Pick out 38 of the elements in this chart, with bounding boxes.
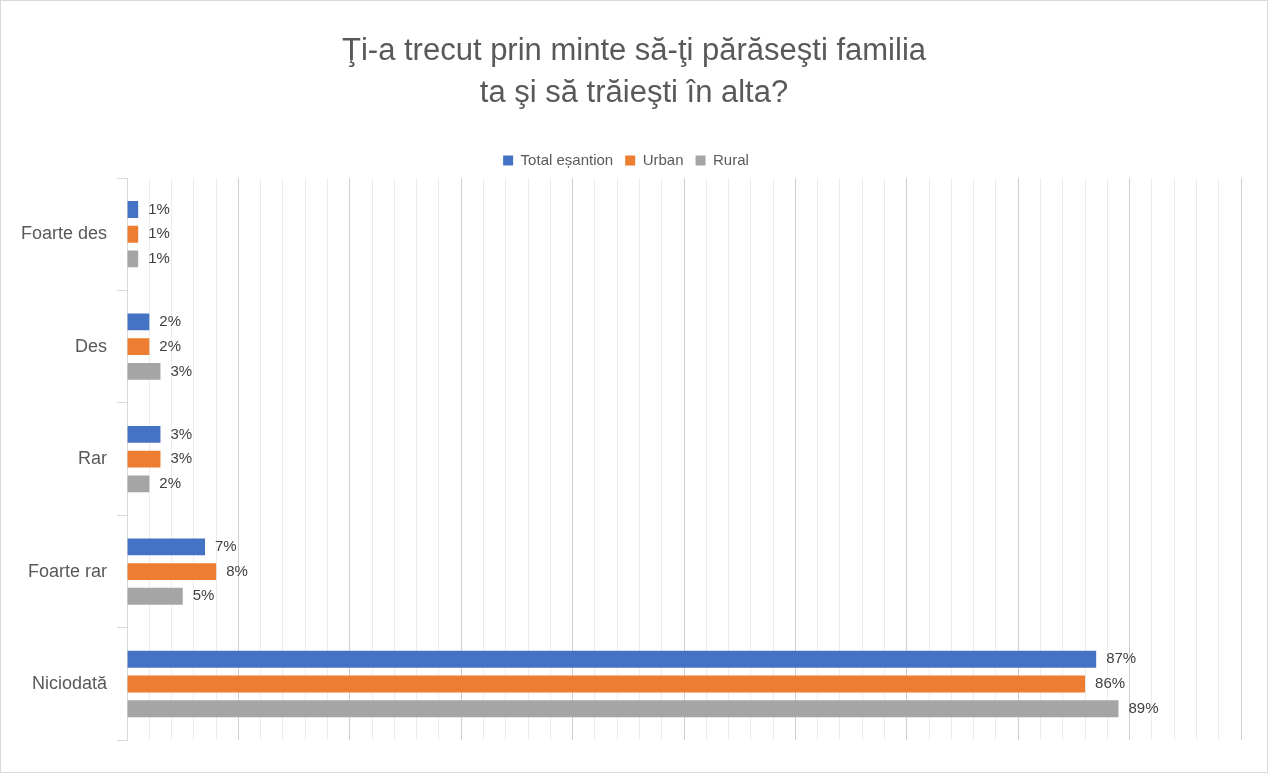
y-tick-label: Des (75, 335, 108, 356)
bar (127, 425, 161, 443)
bar (127, 650, 1097, 668)
y-tick-label: Rar (78, 448, 108, 469)
data-label: 1% (148, 249, 170, 267)
data-label: 3% (170, 449, 193, 467)
data-label: 5% (192, 586, 215, 604)
bar (127, 313, 150, 331)
y-tick-label: Foarte des (21, 223, 108, 244)
data-label: 3% (170, 424, 193, 442)
data-label: 86% (1095, 674, 1126, 692)
legend-label: Rural (713, 150, 749, 168)
bar (127, 338, 150, 356)
y-tick-label: Niciodată (32, 672, 109, 693)
data-label: 1% (148, 199, 170, 217)
bar (127, 675, 1086, 693)
bar (127, 538, 206, 556)
legend-label: Urban (642, 150, 684, 168)
legend-label: Total eșantion (520, 150, 614, 168)
data-label: 8% (226, 561, 248, 579)
bar (127, 362, 161, 380)
data-label: 89% (1128, 698, 1159, 716)
chart-title: Ţi-a trecut prin minte să-ţi părăseşti familia ta şi să trăieşti în alta? (341, 31, 927, 111)
bar (127, 700, 1119, 718)
y-tick-label: Foarte rar (28, 560, 108, 581)
bar (127, 587, 183, 605)
data-label: 3% (170, 361, 193, 379)
data-label: 87% (1106, 649, 1137, 667)
bar (127, 563, 217, 580)
bar (127, 475, 150, 493)
bar (127, 201, 139, 218)
data-label: 2% (159, 336, 182, 354)
data-label: 7% (215, 536, 237, 554)
data-label: 1% (148, 224, 170, 242)
data-label: 2% (159, 312, 182, 330)
data-label: 2% (159, 473, 182, 491)
bar (127, 450, 161, 468)
bar (127, 225, 139, 243)
